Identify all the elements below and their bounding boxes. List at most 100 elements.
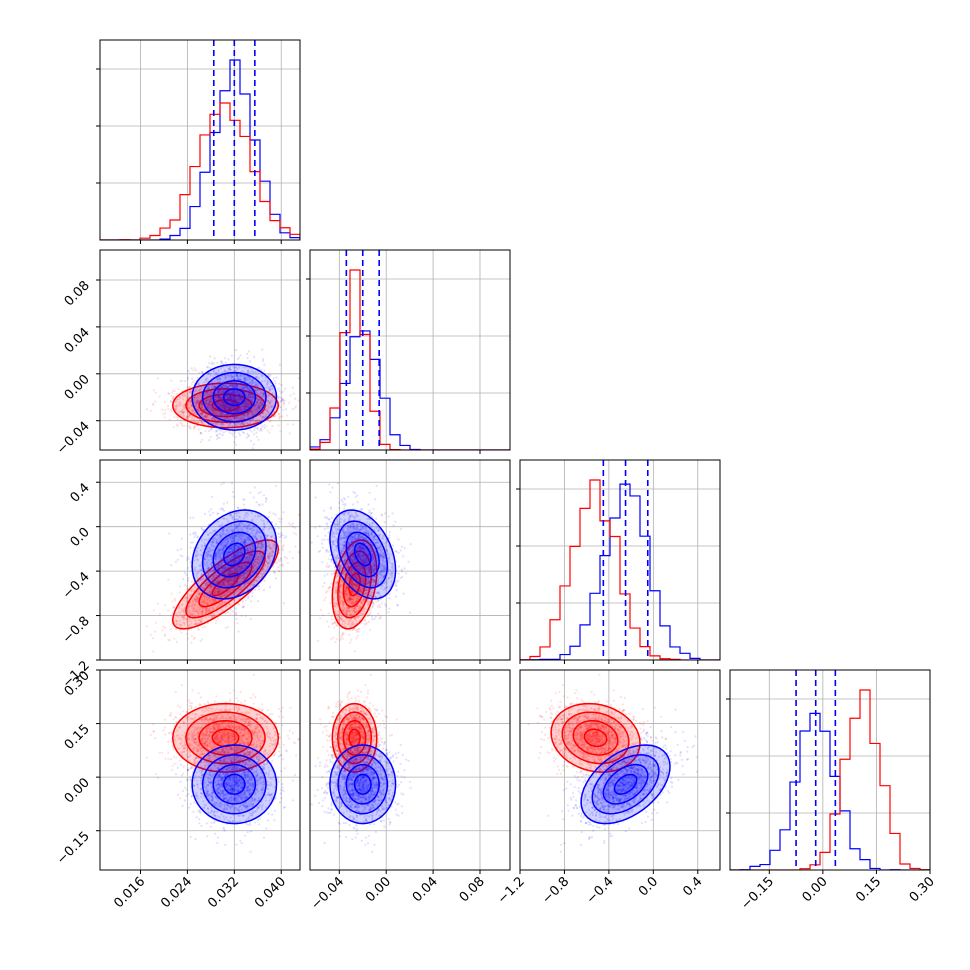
sample-point — [194, 399, 197, 402]
sample-point — [220, 391, 223, 394]
sample-point — [289, 523, 292, 527]
sample-point — [210, 386, 213, 389]
sample-point — [260, 391, 263, 394]
sample-point — [278, 540, 281, 543]
sample-point — [256, 600, 260, 603]
sample-point — [218, 395, 221, 399]
sample-point — [236, 424, 239, 427]
sample-point — [227, 406, 230, 409]
sample-point — [227, 396, 230, 400]
sample-point — [247, 401, 250, 404]
sample-point — [196, 401, 199, 404]
sample-point — [228, 408, 231, 411]
sample-point — [292, 392, 295, 395]
sample-point — [259, 401, 262, 404]
sample-point — [192, 516, 195, 519]
sample-point — [190, 417, 193, 420]
sample-point — [266, 379, 269, 382]
sample-point — [222, 403, 225, 407]
sample-point — [183, 424, 186, 427]
sample-point — [194, 531, 197, 534]
sample-point — [267, 515, 270, 519]
sample-point — [208, 393, 212, 396]
sample-point — [234, 409, 237, 412]
sample-point — [217, 390, 220, 393]
sample-point — [220, 389, 223, 393]
sample-point — [210, 407, 213, 410]
sample-point — [216, 436, 219, 439]
sample-point — [213, 386, 216, 389]
sample-point — [210, 398, 213, 401]
sample-point — [228, 367, 231, 370]
sample-point — [232, 395, 235, 398]
sample-point — [267, 373, 270, 376]
sample-point — [251, 379, 254, 382]
sample-point — [252, 396, 255, 399]
sample-point — [209, 409, 212, 412]
sample-point — [246, 386, 249, 389]
sample-point — [189, 399, 192, 402]
sample-point — [195, 402, 199, 405]
sample-point — [200, 412, 203, 415]
sample-point — [239, 397, 242, 400]
sample-point — [205, 414, 208, 417]
sample-point — [277, 417, 281, 421]
sample-point — [244, 407, 247, 410]
sample-point — [220, 386, 223, 389]
sample-point — [227, 423, 231, 427]
sample-point — [235, 390, 238, 393]
sample-point — [216, 402, 220, 405]
sample-point — [212, 411, 215, 415]
sample-point — [196, 409, 199, 412]
sample-point — [277, 566, 280, 569]
sample-point — [175, 406, 178, 409]
sample-point — [257, 404, 260, 407]
sample-point — [260, 404, 263, 407]
sample-point — [214, 398, 217, 401]
sample-point — [244, 385, 247, 388]
sample-point — [245, 402, 248, 405]
sample-point — [203, 394, 206, 398]
sample-point — [244, 376, 247, 379]
sample-point — [246, 379, 249, 382]
sample-point — [208, 362, 211, 365]
sample-point — [232, 397, 235, 400]
sample-point — [226, 385, 229, 388]
sample-point — [247, 405, 250, 408]
sample-point — [259, 392, 262, 395]
sample-point — [278, 363, 281, 366]
sample-point — [225, 405, 228, 408]
sample-point — [220, 401, 223, 404]
sample-point — [254, 420, 257, 423]
sample-point — [183, 403, 186, 406]
sample-point — [255, 410, 258, 413]
sample-point — [231, 390, 234, 393]
sample-point — [192, 369, 195, 372]
sample-point — [243, 415, 246, 418]
sample-point — [242, 416, 245, 419]
sample-point — [187, 403, 190, 406]
sample-point — [246, 412, 249, 415]
histogram-series-2 — [100, 102, 300, 240]
sample-point — [224, 407, 227, 410]
density-contours-series-1 — [191, 363, 278, 431]
sample-point — [262, 395, 266, 398]
sample-point — [214, 621, 217, 625]
sample-point — [268, 402, 271, 405]
sample-point — [170, 410, 174, 413]
sample-point — [178, 396, 181, 399]
sample-point — [232, 434, 235, 437]
sample-point — [206, 391, 209, 394]
sample-point — [269, 384, 273, 388]
sample-point — [268, 402, 271, 405]
sample-point — [196, 396, 199, 399]
sample-point — [192, 398, 195, 401]
sample-point — [209, 367, 212, 370]
sample-point — [179, 397, 182, 400]
sample-point — [237, 408, 240, 411]
sample-point — [240, 409, 243, 412]
sample-point — [236, 506, 239, 509]
sample-point — [213, 410, 216, 413]
sample-point — [241, 405, 244, 408]
sample-point — [156, 602, 159, 605]
